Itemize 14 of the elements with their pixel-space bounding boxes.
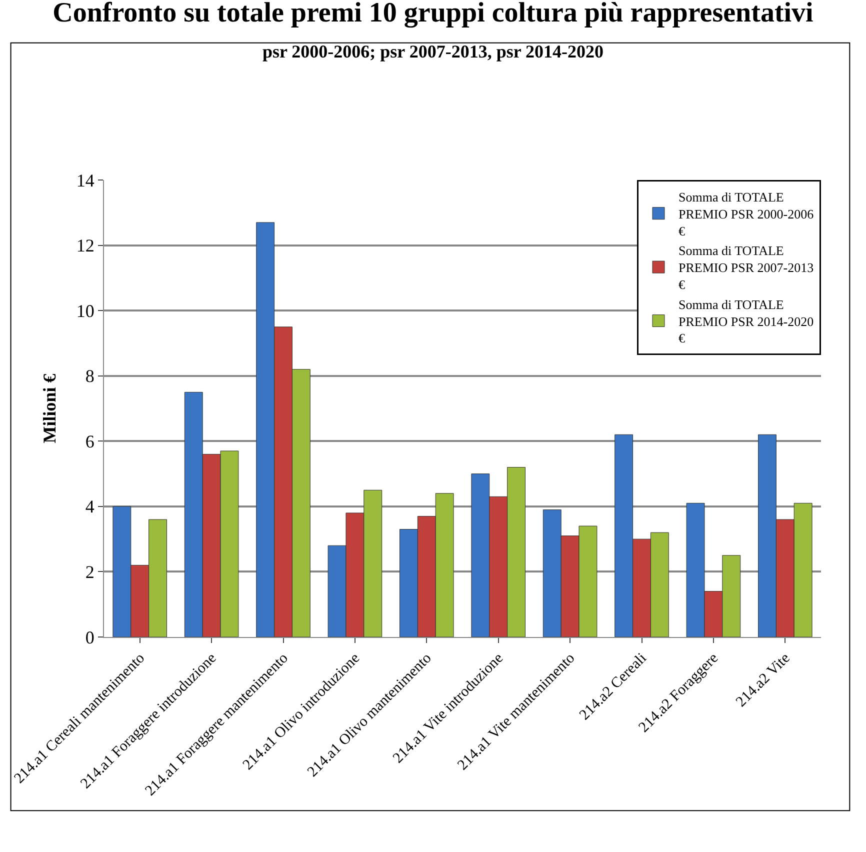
chart-title: Confronto su totale premi 10 gruppi coltura più rappresentativi — [52, 0, 814, 28]
legend-label: Somma di TOTALE PREMIO PSR 2007-2013 € — [678, 243, 814, 292]
y-tick-label: 4 — [85, 496, 94, 517]
y-axis-title: Milioni € — [40, 374, 60, 444]
legend-label: Somma di TOTALE PREMIO PSR 2000-2006 € — [678, 190, 814, 238]
y-tick-label: 8 — [85, 366, 94, 386]
y-tick-label: 14 — [76, 170, 94, 190]
chart-subtitle: psr 2000-2006; psr 2007-2013, psr 2014-2020 — [262, 42, 604, 62]
legend-label: Somma di TOTALE PREMIO PSR 2014-2020 € — [678, 296, 814, 346]
y-tick-label: 12 — [76, 236, 94, 256]
y-tick-label: 10 — [76, 300, 94, 321]
y-tick-label: 6 — [85, 431, 94, 452]
y-tick-label: 2 — [85, 562, 94, 582]
y-tick-label: 0 — [85, 627, 94, 648]
